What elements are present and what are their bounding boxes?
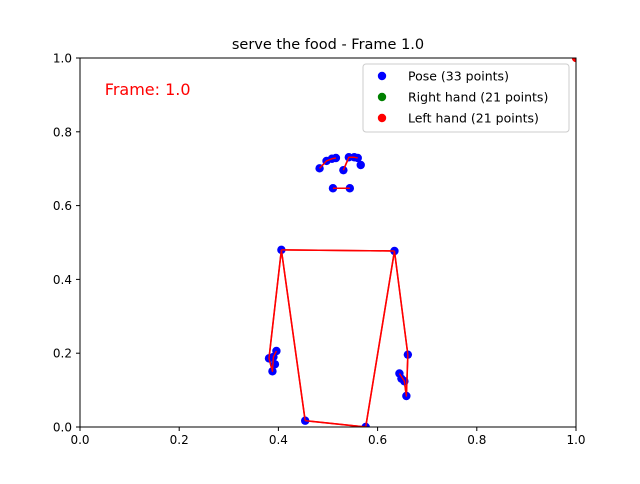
y-tick-label: 0.4 [53,273,72,287]
data-point [571,58,576,63]
x-tick-label: 0.0 [70,433,89,447]
legend-marker [377,92,387,102]
skeleton-line-overlay [319,157,337,169]
plot-area: Frame: 1.0 0.0 0.2 0.4 0.6 0.8 1.0 0.0 0.2 0.4 0.6… [53,52,586,448]
y-tick-label: 0.2 [53,347,72,361]
x-tick-label: 0.2 [170,433,189,447]
skeleton-line-overlay [393,250,409,397]
y-tick-label: 0.6 [53,199,72,213]
y-tick-label: 0.0 [53,421,72,435]
skeleton-line-overlay [342,156,358,171]
data-point [356,160,365,170]
skeleton-line-overlay [280,249,306,421]
chart-title: serve the food - Frame 1.0 [232,37,424,53]
data-layer [264,58,576,427]
y-tick-label: 1.0 [53,52,72,66]
y-tick-label: 0.8 [53,125,72,139]
skeleton-line-overlay [305,420,366,427]
x-tick-label: 0.4 [269,433,288,447]
legend-marker [377,113,387,123]
x-tick-label: 1.0 [566,433,585,447]
x-tick-label: 0.6 [368,433,387,447]
skeleton-line-overlay [268,249,283,372]
x-tick-label: 0.8 [467,433,486,447]
axes-frame [79,57,577,428]
data-point [328,184,338,193]
legend-label: Right hand (21 points) [408,90,548,105]
legend-label: Pose (33 points) [408,69,509,84]
legend: Pose (33 points) Right hand (21 points) Le… [362,63,570,133]
skeleton-line-overlay [365,250,396,427]
frame-annotation: Frame: 1.0 [105,80,191,99]
skeleton-line-overlay [281,249,395,252]
legend-marker [377,71,387,81]
legend-label: Left hand (21 points) [408,111,539,126]
legend-box [362,63,570,133]
